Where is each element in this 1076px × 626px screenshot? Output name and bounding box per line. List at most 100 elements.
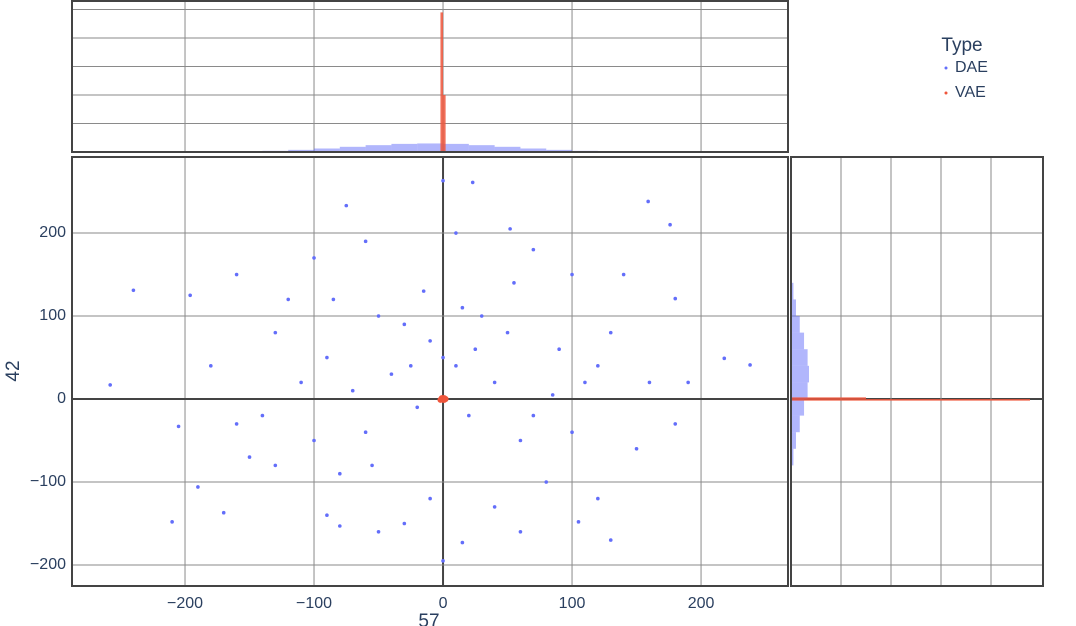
scatter-point bbox=[454, 364, 458, 368]
histogram-bar bbox=[791, 432, 796, 449]
histogram-bar bbox=[417, 143, 444, 152]
histogram-bar bbox=[791, 397, 866, 400]
y-tick-label: −100 bbox=[30, 473, 66, 490]
x-axis-title: 57 bbox=[418, 611, 439, 626]
scatter-point bbox=[415, 405, 420, 410]
scatter-point bbox=[576, 520, 581, 524]
scatter-point bbox=[247, 455, 252, 459]
scatter-point bbox=[505, 330, 510, 335]
scatter-point bbox=[286, 297, 291, 302]
scatter-point bbox=[550, 393, 555, 397]
histogram-bar bbox=[288, 149, 315, 152]
scatter-point bbox=[647, 380, 652, 385]
scatter-point bbox=[370, 463, 374, 468]
scatter-point bbox=[408, 364, 413, 368]
histogram-bar bbox=[546, 149, 573, 152]
scatter-point bbox=[621, 272, 626, 277]
histogram-bar bbox=[365, 145, 392, 152]
legend-label: VAE bbox=[955, 84, 986, 101]
scatter-point bbox=[350, 388, 355, 393]
scatter-point bbox=[312, 256, 316, 260]
scatter-point bbox=[748, 363, 752, 367]
scatter-point bbox=[338, 524, 342, 528]
legend-label: DAE bbox=[955, 59, 988, 76]
scatter-point bbox=[544, 480, 549, 484]
scatter-point bbox=[596, 496, 600, 501]
scatter-point bbox=[518, 530, 523, 534]
histogram-bar bbox=[791, 415, 800, 433]
scatter-point bbox=[338, 471, 342, 476]
scatter-point bbox=[196, 485, 200, 489]
scatter-point bbox=[363, 430, 368, 435]
scatter-point bbox=[221, 510, 226, 515]
scatter-point bbox=[583, 380, 587, 385]
scatter-point bbox=[531, 247, 536, 252]
scatter-point bbox=[518, 438, 523, 443]
scatter-point bbox=[473, 347, 478, 352]
y-tick-label: 0 bbox=[57, 390, 66, 407]
scatter-point bbox=[234, 422, 239, 426]
scatter-point bbox=[376, 530, 381, 534]
scatter-point bbox=[209, 364, 213, 368]
y-axis-title: 42 bbox=[3, 360, 24, 381]
panel-border bbox=[71, 156, 789, 587]
scatter-point bbox=[108, 383, 112, 387]
y-tick-label: 200 bbox=[39, 224, 66, 241]
scatter-point bbox=[557, 347, 561, 352]
scatter-point bbox=[470, 180, 475, 185]
histogram-bar bbox=[468, 145, 495, 152]
scatter-point bbox=[596, 364, 600, 368]
scatter-point bbox=[441, 178, 445, 183]
y-tick-label: 100 bbox=[39, 307, 66, 324]
scatter-point bbox=[438, 395, 445, 402]
scatter-point bbox=[673, 422, 678, 426]
scatter-point bbox=[234, 272, 239, 277]
scatter-point bbox=[402, 322, 407, 327]
histogram-bar bbox=[791, 299, 796, 317]
histogram-bar bbox=[791, 399, 1030, 401]
histogram-bar bbox=[440, 12, 444, 153]
scatter-point bbox=[273, 463, 278, 468]
scatter-point bbox=[428, 496, 432, 501]
scatter-point bbox=[460, 305, 465, 310]
x-tick-label: −200 bbox=[167, 595, 203, 612]
scatter-point bbox=[389, 372, 394, 376]
scatter-point bbox=[634, 447, 639, 451]
x-tick-label: 0 bbox=[439, 595, 448, 612]
legend-marker bbox=[944, 66, 948, 70]
scatter-point bbox=[131, 288, 136, 293]
scatter-point bbox=[492, 505, 497, 509]
scatter-point bbox=[376, 314, 381, 318]
panel-border bbox=[71, 0, 789, 153]
scatter-point bbox=[608, 538, 613, 542]
x-tick-label: 100 bbox=[559, 595, 586, 612]
scatter-point bbox=[344, 203, 349, 208]
histogram-bar bbox=[791, 448, 794, 466]
panel-border bbox=[790, 156, 1044, 587]
scatter-point bbox=[273, 330, 278, 335]
scatter-point bbox=[325, 355, 329, 360]
legend-marker bbox=[944, 91, 948, 95]
scatter-point bbox=[508, 227, 512, 231]
scatter-point bbox=[299, 380, 303, 385]
scatter-point bbox=[454, 231, 458, 235]
x-tick-label: −100 bbox=[296, 595, 332, 612]
scatter-point bbox=[421, 289, 426, 293]
histogram-bar bbox=[791, 365, 809, 383]
scatter-point bbox=[176, 424, 181, 429]
histogram-bar bbox=[791, 349, 808, 366]
scatter-point bbox=[646, 199, 650, 204]
scatter-point bbox=[512, 281, 516, 285]
scatter-point bbox=[428, 339, 432, 343]
scatter-point bbox=[188, 293, 192, 298]
scatter-point bbox=[722, 356, 727, 361]
histogram-bar bbox=[791, 382, 808, 400]
scatter-point bbox=[479, 314, 484, 318]
scatter-point bbox=[441, 355, 445, 360]
scatter-point bbox=[467, 413, 471, 418]
y-tick-label: −200 bbox=[30, 556, 66, 573]
histogram-bar bbox=[339, 146, 366, 152]
histogram-bar bbox=[520, 148, 547, 152]
histogram-bar bbox=[494, 146, 521, 152]
histogram-bar bbox=[791, 399, 805, 416]
